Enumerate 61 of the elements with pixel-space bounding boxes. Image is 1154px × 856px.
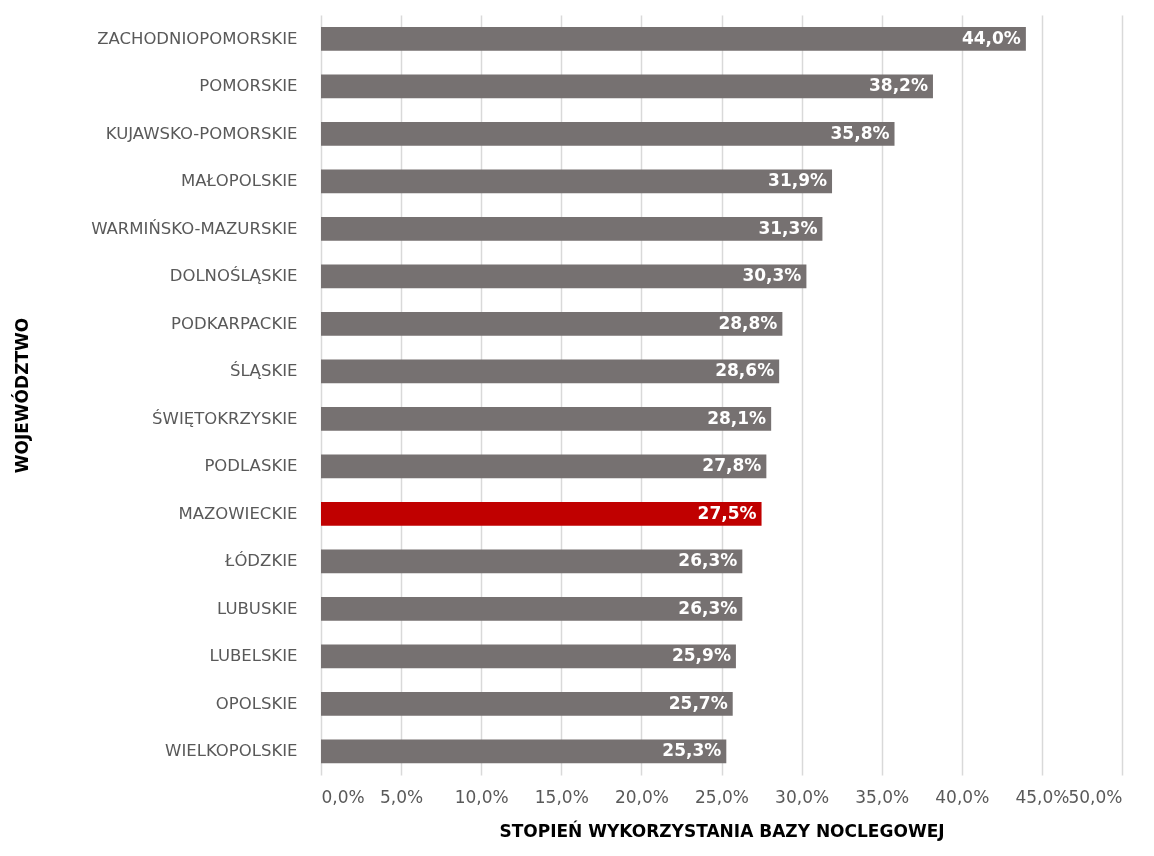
y-tick-label: PODLASKIE [204,456,298,476]
bar [321,121,895,146]
x-tick-label: 50,0% [1068,786,1123,807]
x-tick-label: 20,0% [614,786,669,807]
bar [321,406,772,431]
bar [321,26,1026,51]
x-tick-label: 25,0% [694,786,750,807]
data-label: 31,9% [768,170,828,191]
y-tick-label: DOLNOŚLĄSKIE [169,266,298,286]
data-label: 25,9% [671,645,731,666]
x-tick-label: 5,0% [380,786,424,807]
data-label: 25,3% [662,740,722,761]
x-axis-title: STOPIEŃ WYKORZYSTANIA BAZY NOCLEGOWEJ [499,819,945,841]
y-tick-label: MAŁOPOLSKIE [181,171,298,191]
bar [321,549,743,574]
bar [321,359,780,384]
y-tick-label: KUJAWSKO-POMORSKIE [105,123,298,143]
data-label: 28,8% [718,312,778,333]
x-tick-label: 30,0% [775,786,830,807]
y-tick-label: ZACHODNIOPOMORSKIE [97,28,298,48]
y-tick-label: OPOLSKIE [215,693,298,713]
bar [321,311,783,336]
x-tick-label: 35,0% [855,786,910,807]
x-tick-label: 45,0% [1015,786,1070,807]
bar [321,74,933,99]
data-label: 26,3% [678,550,738,571]
x-tick-label: 0,0% [321,786,365,807]
y-tick-label: POMORSKIE [199,76,298,96]
y-tick-label: PODKARPACKIE [171,313,298,333]
data-label: 25,7% [668,692,728,713]
y-tick-label: MAZOWIECKIE [178,503,298,523]
data-label: 44,0% [961,27,1021,48]
y-axis-title: WOJEWÓDZTWO [10,317,32,474]
y-tick-label: WIELKOPOLSKIE [165,741,298,761]
y-tick-label: LUBUSKIE [217,598,298,618]
bar [321,216,823,241]
data-label: 31,3% [758,217,818,238]
data-label: 30,3% [742,265,802,286]
data-label: 27,8% [702,455,762,476]
bar [321,454,767,479]
data-label: 38,2% [868,75,928,96]
data-label: 28,1% [707,407,767,428]
data-label: 26,3% [678,597,738,618]
y-tick-label: WARMIŃSKO-MAZURSKIE [91,218,298,238]
data-label: 28,6% [715,360,775,381]
bar [321,264,807,289]
x-tick-label: 40,0% [935,786,990,807]
bar [321,501,762,526]
x-tick-label: 15,0% [534,786,589,807]
bar [321,644,736,669]
bar [321,691,733,716]
y-tick-label: LUBELSKIE [209,646,298,666]
data-label: 27,5% [697,502,757,523]
data-label: 35,8% [830,122,890,143]
bar [321,596,743,621]
bar [321,169,833,194]
bar [321,739,727,764]
y-tick-label: ŚWIĘTOKRZYSKIE [152,408,298,428]
x-tick-label: 10,0% [454,786,509,807]
y-tick-label: ŁÓDZKIE [224,551,298,571]
y-tick-label: ŚLĄSKIE [229,361,298,381]
